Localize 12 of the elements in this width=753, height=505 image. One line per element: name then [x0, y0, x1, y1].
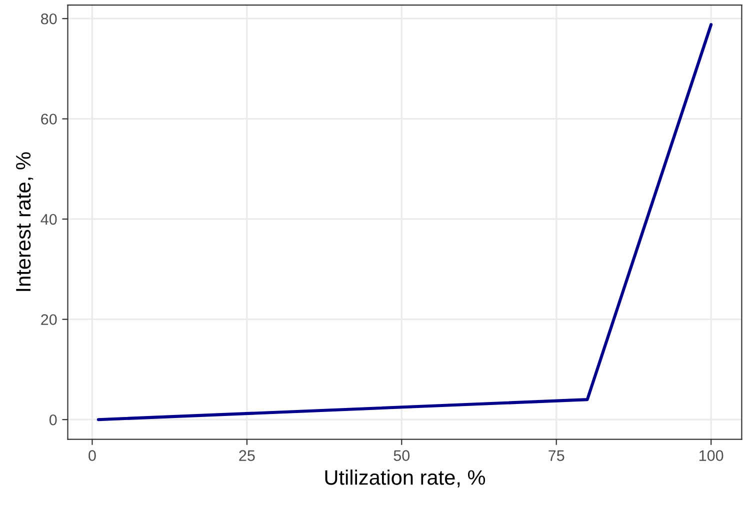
x-tick-label: 50: [394, 450, 410, 461]
y-tick-label: 40: [40, 214, 57, 225]
y-axis-title: Interest rate, %: [16, 152, 34, 291]
y-tick-label: 0: [49, 414, 57, 426]
x-tick-label: 75: [548, 450, 564, 461]
x-tick-label: 0: [88, 450, 96, 461]
x-axis-title: Utilization rate, %: [325, 470, 486, 488]
x-tick-label: 25: [239, 450, 255, 461]
y-tick-label: 60: [41, 114, 57, 125]
x-tick-label: 100: [699, 450, 724, 461]
y-tick-label: 80: [41, 13, 57, 24]
y-tick-label: 20: [41, 314, 57, 326]
